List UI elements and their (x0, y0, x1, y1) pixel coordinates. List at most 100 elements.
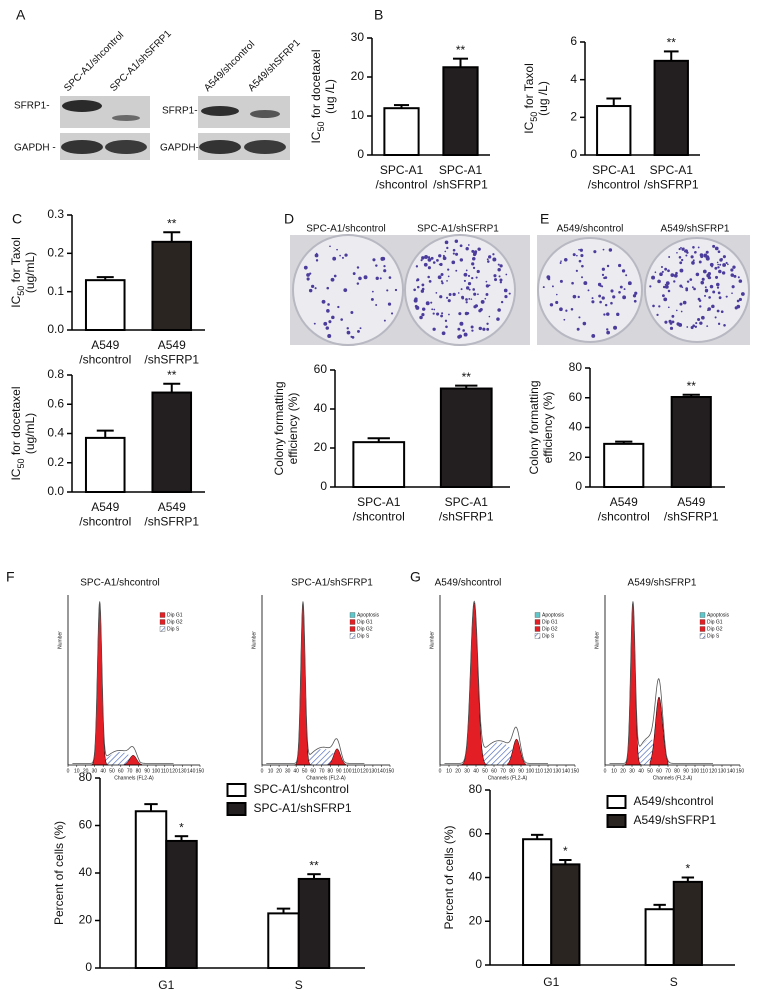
flow-legend-swatch (534, 626, 541, 632)
colony (671, 320, 675, 324)
colony (667, 289, 671, 293)
colony (664, 320, 668, 324)
colony (685, 254, 688, 257)
colony (658, 305, 661, 308)
colony (694, 251, 697, 254)
flow-tick-label: 30 (92, 768, 98, 774)
colony (457, 335, 461, 339)
y-tick-label: 0.4 (47, 426, 64, 440)
y-tick-label: 20 (469, 913, 483, 927)
colony (358, 276, 362, 281)
y-tick-label: 40 (469, 870, 483, 884)
colony (463, 272, 468, 277)
panel-letter: A (16, 7, 26, 23)
colony (738, 279, 743, 283)
colony (327, 303, 330, 306)
colony (465, 269, 468, 272)
colony (599, 284, 602, 287)
colony (446, 246, 449, 250)
colony (570, 308, 574, 311)
flow-tick-label: 50 (482, 768, 488, 774)
colony (608, 248, 613, 252)
colony (708, 296, 711, 299)
colony (549, 303, 554, 307)
colony (471, 329, 474, 332)
y-tick-label: 30 (351, 30, 365, 44)
colony (474, 250, 478, 254)
flow-legend-swatch (699, 633, 706, 639)
colony (690, 255, 694, 259)
colony (576, 254, 578, 257)
colony (440, 280, 443, 283)
flow-tick-label: 50 (302, 768, 308, 774)
colony (440, 273, 444, 277)
flow-legend-swatch (349, 619, 356, 625)
colony (430, 301, 433, 304)
bar (442, 66, 479, 156)
colony (427, 266, 431, 270)
colony (703, 253, 708, 258)
colony (717, 250, 721, 254)
colony (486, 258, 489, 261)
colony (337, 305, 340, 309)
y-tick-label: 0 (575, 479, 582, 493)
colony (437, 275, 442, 280)
colony (472, 266, 476, 270)
colony (706, 325, 709, 328)
colony (435, 291, 438, 294)
flow-tick-label: 50 (109, 768, 115, 774)
colony (634, 291, 638, 295)
flow-tick-label: 60 (491, 768, 497, 774)
colony (665, 281, 670, 286)
colony (439, 262, 443, 266)
colony (591, 334, 596, 338)
colony (447, 275, 450, 278)
colony (613, 325, 618, 330)
y-tick-label: 80 (469, 782, 483, 796)
flow-tick-label: 150 (736, 768, 745, 774)
flow-legend-label: Dip G2 (167, 619, 183, 625)
colony (455, 269, 458, 272)
colony (676, 251, 678, 254)
colony (463, 279, 466, 283)
significance: ** (167, 216, 177, 230)
colony (465, 247, 469, 251)
colony (492, 253, 495, 256)
colony (581, 276, 584, 279)
y-tick-label: 0.1 (47, 284, 64, 298)
flow-legend-label: Dip S (707, 633, 720, 639)
colony (333, 274, 337, 278)
bar (134, 810, 168, 969)
y-tick-label: 0.3 (47, 207, 64, 221)
bar (267, 912, 300, 969)
colony (432, 261, 436, 264)
flow-tick-label: 40 (473, 768, 479, 774)
flow-tick-label: 0 (261, 768, 264, 774)
colony (579, 248, 583, 252)
significance: ** (309, 858, 319, 872)
colony (332, 256, 337, 261)
colony (691, 286, 694, 289)
colony (336, 248, 338, 251)
plate (644, 237, 750, 343)
colony (695, 322, 698, 325)
colony (678, 248, 681, 251)
colony (467, 281, 472, 286)
colony (565, 309, 568, 312)
flow-tick-label: 150 (196, 768, 205, 774)
x-tick-label: SPC-A1/shSFRP1 (644, 163, 699, 191)
colony (459, 321, 464, 326)
flow-tick-label: 110 (161, 768, 169, 774)
bar (644, 908, 675, 966)
x-tick-label: A549/shcontrol (598, 495, 650, 523)
flow-tick-label: 40 (100, 768, 106, 774)
colony (390, 312, 394, 315)
colony (627, 281, 632, 286)
flow-legend-swatch (534, 633, 541, 639)
y-tick-label: 40 (569, 420, 583, 434)
colony (656, 313, 659, 317)
colony (467, 244, 470, 246)
colony (697, 246, 700, 249)
row-label: GAPDH- (160, 143, 199, 154)
colony (388, 276, 392, 279)
